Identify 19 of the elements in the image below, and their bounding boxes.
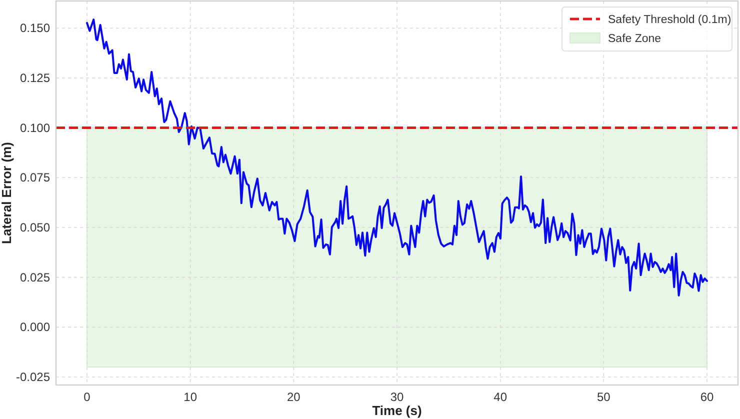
x-axis-title: Time (s) xyxy=(372,403,422,418)
x-tick-label: 30 xyxy=(390,390,404,404)
legend-label: Safe Zone xyxy=(608,33,662,45)
y-tick-label: 0.025 xyxy=(20,270,50,284)
x-tick-label: 10 xyxy=(184,390,198,404)
y-tick-label: -0.025 xyxy=(16,370,50,384)
y-axis-title: Lateral Error (m) xyxy=(0,142,14,244)
x-tick-label: 0 xyxy=(84,390,91,404)
x-tick-label: 40 xyxy=(494,390,508,404)
y-tick-label: 0.000 xyxy=(20,320,50,334)
y-tick-label: 0.150 xyxy=(20,21,50,36)
y-tick-label: 0.125 xyxy=(20,70,50,85)
x-tick-label: 50 xyxy=(596,390,611,404)
x-tick-label: 20 xyxy=(286,390,301,404)
y-tick-label: 0.075 xyxy=(20,170,50,185)
legend-label: Safety Threshold (0.1m) xyxy=(608,14,732,26)
y-tick-label: 0.050 xyxy=(20,220,50,234)
y-tick-label: 0.100 xyxy=(20,120,50,135)
x-tick-label: 60 xyxy=(700,390,714,404)
